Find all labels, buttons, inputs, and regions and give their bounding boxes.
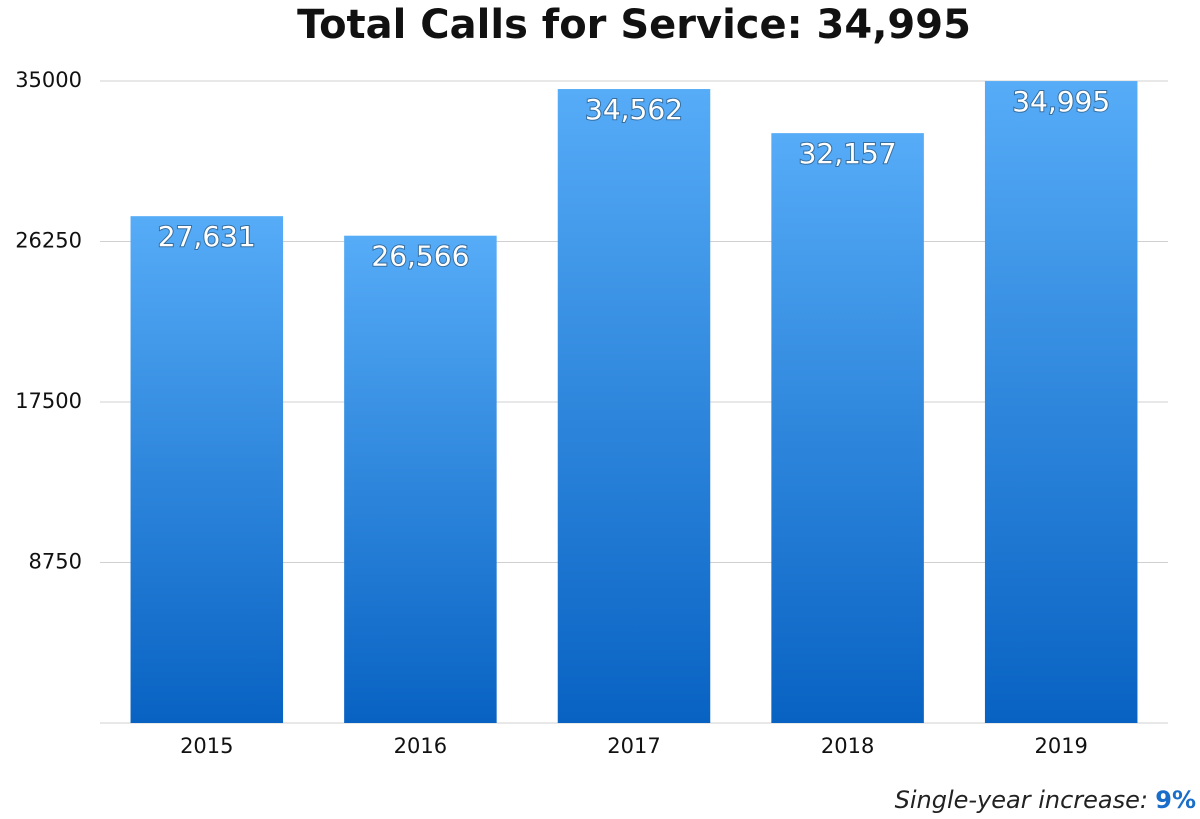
bar (771, 133, 924, 723)
y-tick-label: 26250 (15, 229, 82, 253)
y-tick-label: 17500 (15, 389, 82, 413)
bar (130, 216, 284, 723)
y-tick-label: 8750 (29, 550, 82, 574)
value-label: 34,562 (585, 93, 683, 126)
value-label: 27,631 (158, 220, 256, 253)
x-tick-label: 2017 (607, 734, 660, 758)
bar (984, 81, 1138, 723)
bar (557, 89, 711, 723)
annotation-value: 9% (1155, 786, 1196, 814)
chart-title: Total Calls for Service: 34,995 (297, 2, 971, 48)
x-tick-label: 2019 (1034, 734, 1087, 758)
x-tick-label: 2015 (180, 734, 233, 758)
x-tick-label: 2016 (394, 734, 447, 758)
value-label: 32,157 (799, 137, 897, 170)
x-tick-label: 2018 (821, 734, 874, 758)
value-label: 34,995 (1012, 85, 1110, 118)
y-tick-label: 35000 (15, 68, 82, 92)
value-label: 26,566 (371, 240, 469, 273)
annotation: Single-year increase: (895, 786, 1148, 814)
bar (344, 235, 497, 723)
